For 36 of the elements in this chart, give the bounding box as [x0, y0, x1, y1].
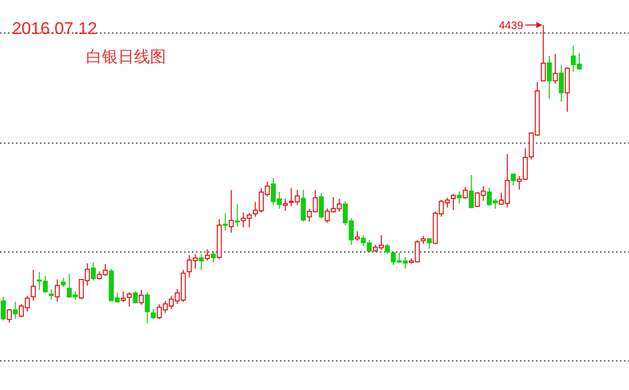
candlestick: [558, 64, 564, 102]
candlestick: [552, 53, 558, 84]
candlestick: [60, 277, 66, 288]
candlestick: [198, 254, 204, 270]
candlestick: [510, 173, 516, 186]
candlestick: [546, 56, 552, 100]
candlestick: [6, 308, 12, 324]
candlestick: [132, 290, 138, 304]
text: 白银日线图: [86, 48, 166, 66]
candlestick: [210, 252, 216, 263]
candlestick: [138, 289, 144, 306]
candlestick: [48, 288, 54, 301]
candlestick: [300, 189, 306, 222]
candlestick: [462, 186, 468, 200]
annotation: 4439: [498, 20, 524, 32]
candlestick: [30, 269, 36, 302]
candlestick: [90, 262, 96, 282]
candlestick: [150, 308, 156, 320]
candlestick: [234, 203, 240, 228]
candlestick: [354, 230, 360, 242]
chart-title: 2016.07.12: [12, 19, 98, 38]
candlestick: [450, 193, 456, 210]
candlestick: [426, 237, 432, 250]
candlestick: [12, 301, 18, 320]
candlestick: [456, 191, 462, 204]
candlestick: [282, 198, 288, 212]
candlestick: [540, 24, 546, 82]
candlestick: [468, 174, 474, 209]
candlestick: [228, 189, 234, 234]
candlestick: [144, 292, 150, 324]
candlestick: [318, 192, 324, 220]
candlestick: [204, 248, 210, 262]
candlestick: [384, 243, 390, 254]
candlestick: [54, 278, 60, 302]
candlestick: [0, 296, 6, 322]
candlestick: [222, 212, 228, 232]
